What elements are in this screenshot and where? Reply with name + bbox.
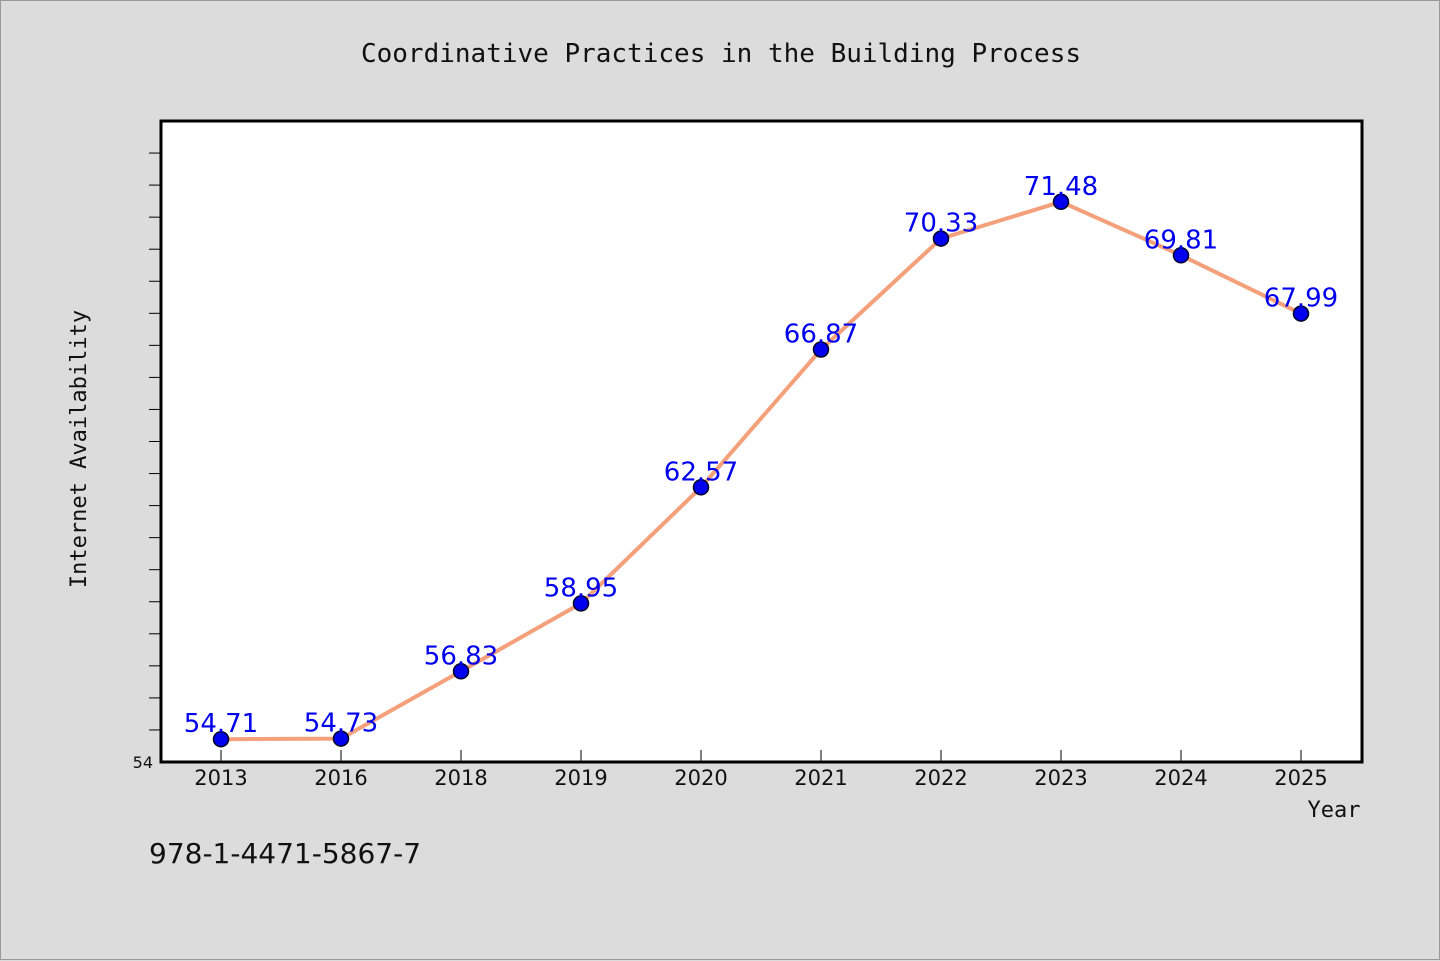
data-point [1292, 305, 1310, 322]
data-label: 54.71 [184, 709, 258, 739]
y-axis-title: Internet Availability [67, 310, 92, 588]
data-label: 62.57 [664, 457, 738, 487]
data-point [572, 595, 590, 612]
x-tick-label: 2022 [914, 766, 967, 790]
chart-title: Coordinative Practices in the Building P… [361, 39, 1081, 69]
x-tick-label: 2025 [1274, 766, 1327, 790]
data-label: 56.83 [424, 641, 498, 671]
data-point [1052, 193, 1070, 211]
data-label: 54.73 [304, 709, 378, 739]
data-labels: 54.71 54.73 56.83 58.95 62.57 66.87 70.33 71.48… [184, 172, 1338, 739]
data-point [1172, 247, 1190, 264]
data-point [452, 663, 470, 680]
data-point [812, 341, 830, 358]
data-label: 70.33 [904, 209, 978, 239]
x-tick-label: 2016 [314, 766, 367, 790]
y-tick-label: 54 [133, 753, 153, 772]
x-tick-label: 2020 [674, 766, 727, 790]
series-line [219, 199, 1303, 742]
data-point [932, 230, 950, 247]
plot-area [161, 121, 1362, 762]
isbn-label: 978-1-4471-5867-7 [149, 837, 421, 870]
plot-frame [159, 119, 1364, 764]
data-markers [212, 193, 1310, 748]
x-tick-label: 2013 [194, 766, 247, 790]
x-tick-label: 2023 [1034, 766, 1087, 790]
data-point [692, 479, 710, 496]
data-label: 71.48 [1024, 172, 1098, 202]
x-axis-title: Year [1308, 798, 1361, 823]
x-tick-label: 2019 [554, 766, 607, 790]
data-point [212, 730, 230, 748]
data-label: 67.99 [1264, 284, 1338, 314]
data-label: 69.81 [1144, 225, 1218, 255]
x-tick-label: 2018 [434, 766, 487, 790]
data-label: 66.87 [784, 320, 858, 350]
data-point [332, 730, 350, 747]
x-tick-label: 2021 [794, 766, 847, 790]
data-label: 58.95 [544, 573, 618, 603]
y-axis-ticks: 54 [133, 152, 161, 772]
x-tick-label: 2024 [1154, 766, 1207, 790]
x-axis-ticks: 2013 2016 2018 2019 2020 2021 2022 2023 2024 2025 [194, 750, 1328, 790]
